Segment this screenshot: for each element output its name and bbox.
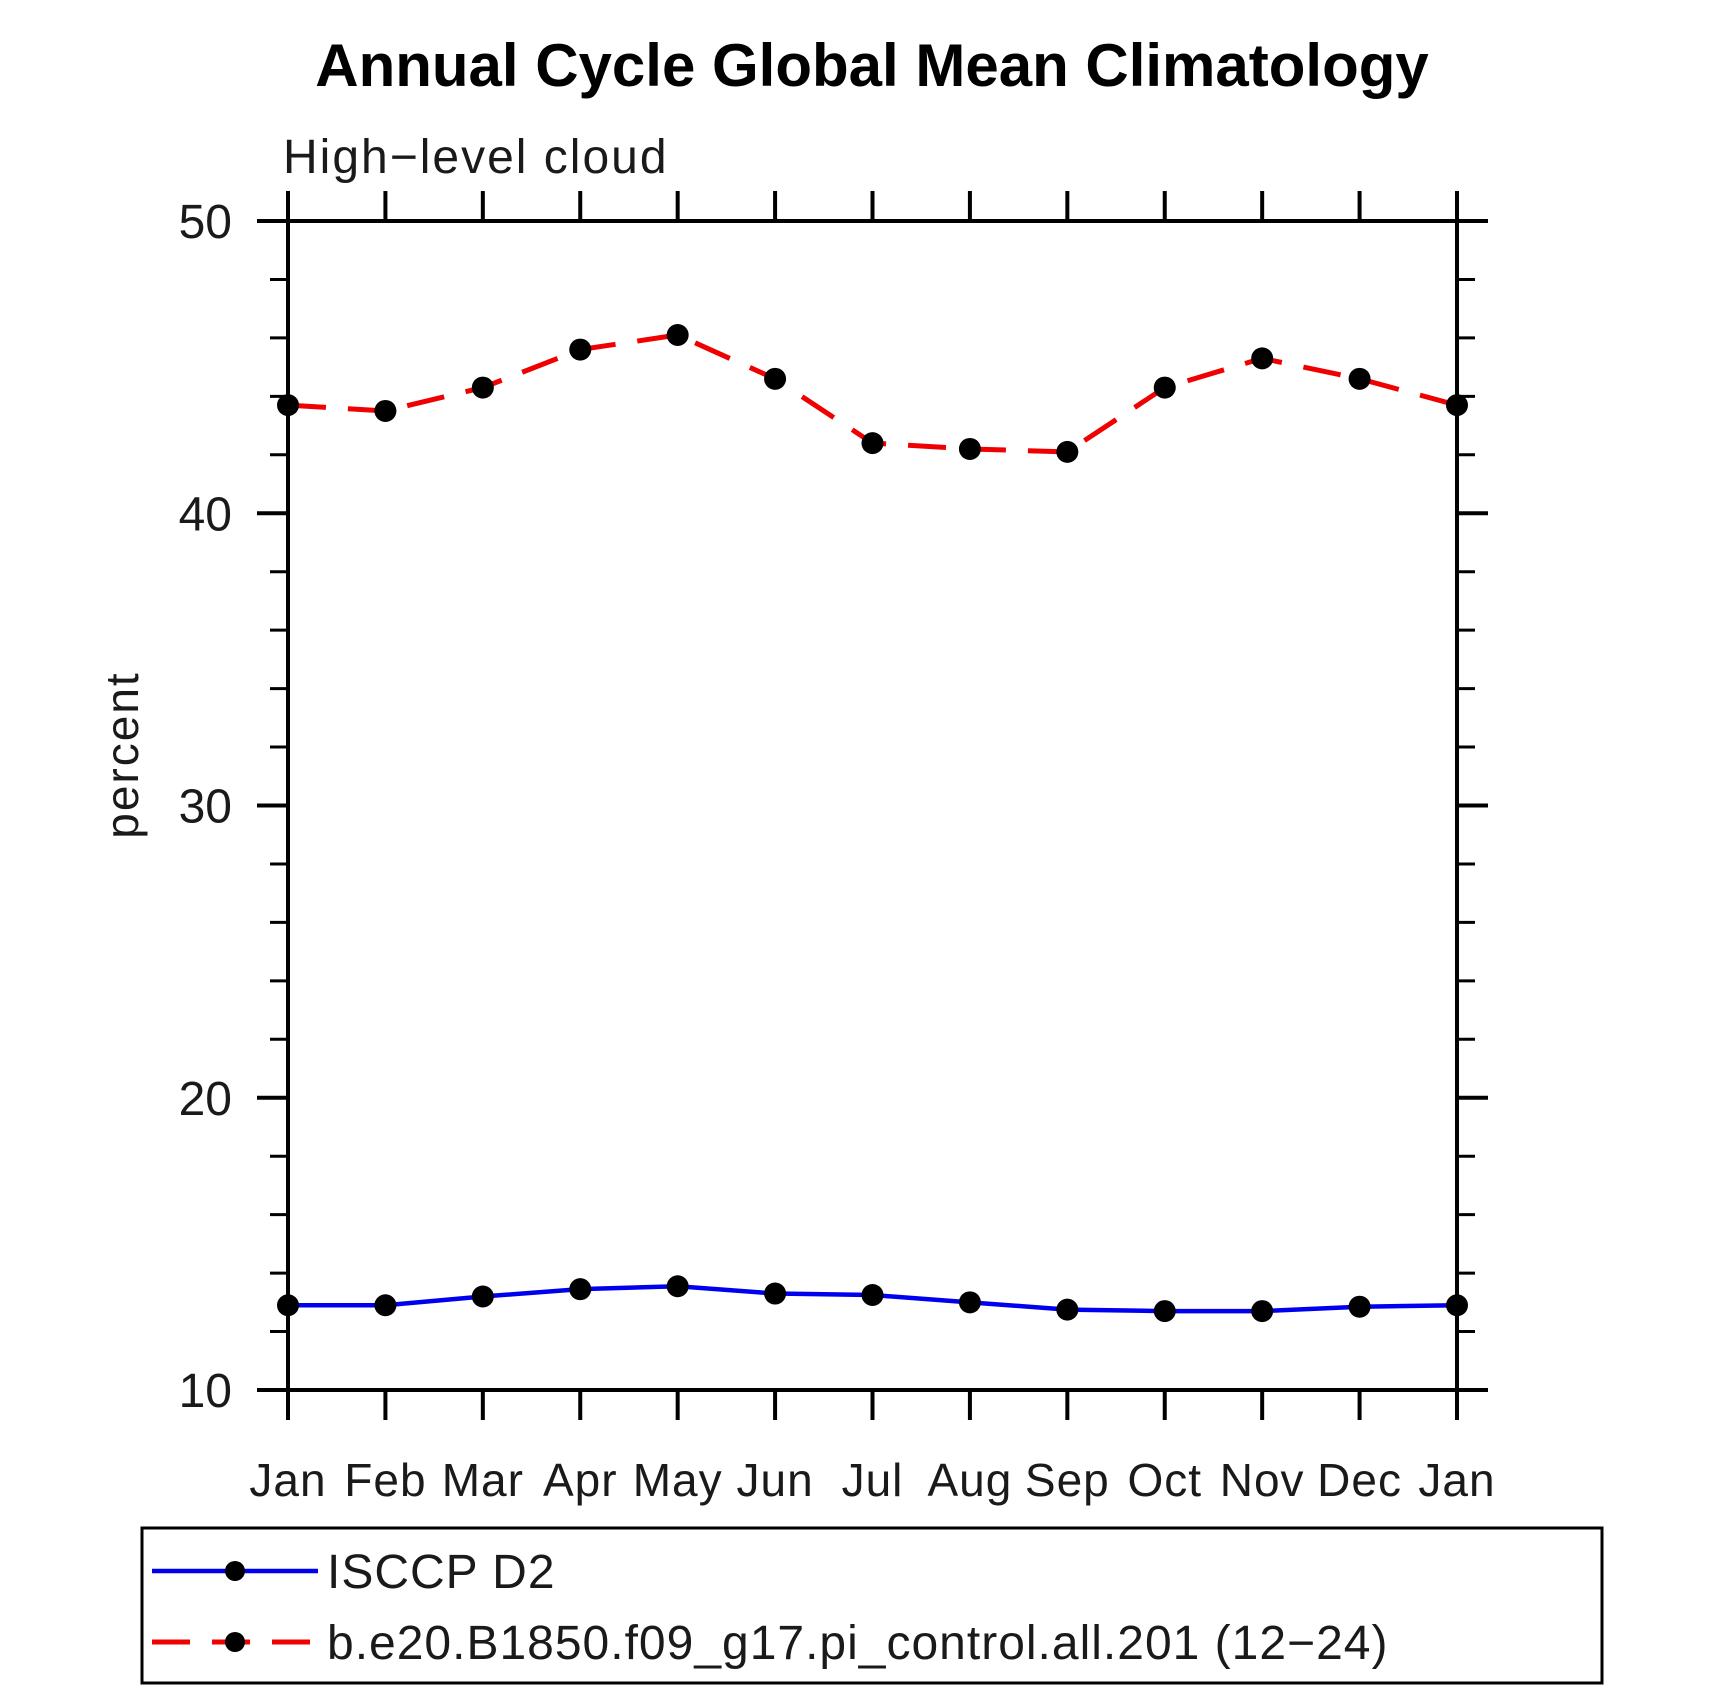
- data-point: [1153, 376, 1176, 399]
- chart-subtitle: High−level cloud: [283, 131, 669, 184]
- data-point: [666, 1275, 689, 1298]
- axes: [257, 191, 1488, 1420]
- data-point: [277, 1294, 299, 1317]
- data-point: [374, 399, 397, 422]
- data-point: [1056, 440, 1079, 463]
- data-point: [764, 1282, 787, 1305]
- legend: ISCCP D2 b.e20.B1850.f09_g17.pi_control.a…: [140, 1526, 1604, 1685]
- data-point: [1446, 1294, 1468, 1317]
- data-point: [471, 376, 494, 399]
- data-point: [569, 338, 592, 361]
- data-point: [1251, 347, 1274, 370]
- legend-box: [140, 1526, 1604, 1685]
- y-tick-label: 30: [179, 781, 232, 834]
- x-tick-label: Mar: [442, 1454, 524, 1506]
- x-tick-label: Aug: [927, 1454, 1012, 1506]
- x-tick-labels: Jan Feb Mar Apr May Jun Jul Aug Sep Oct Nov Dec Jan: [249, 1454, 1495, 1506]
- x-tick-label: Oct: [1127, 1454, 1202, 1506]
- data-point: [1446, 394, 1468, 417]
- x-tick-label: Jan: [249, 1454, 326, 1506]
- data-point: [471, 1285, 494, 1308]
- chart-title: Annual Cycle Global Mean Climatology: [315, 32, 1429, 99]
- legend-label: ISCCP D2: [327, 1546, 556, 1599]
- data-point: [958, 437, 981, 460]
- data-point: [1348, 1295, 1371, 1318]
- data-series: [277, 323, 1468, 1323]
- y-tick-labels: 10 20 30 40 50: [179, 196, 232, 1418]
- data-point: [277, 394, 299, 417]
- data-point: [1348, 367, 1371, 390]
- x-tick-label: Sep: [1025, 1454, 1110, 1506]
- data-point: [958, 1291, 981, 1314]
- y-tick-label: 40: [179, 488, 232, 541]
- x-tick-label: Jun: [736, 1454, 813, 1506]
- data-point: [1153, 1300, 1176, 1323]
- x-tick-label: Jan: [1418, 1454, 1495, 1506]
- legend-sample-marker: [225, 1561, 245, 1581]
- data-point: [861, 432, 884, 455]
- legend-label: b.e20.B1850.f09_g17.pi_control.all.201 (…: [327, 1617, 1388, 1670]
- x-tick-label: Dec: [1317, 1454, 1402, 1506]
- data-point: [1056, 1298, 1079, 1321]
- data-point: [374, 1294, 397, 1317]
- y-tick-label: 50: [179, 196, 232, 249]
- y-tick-label: 10: [179, 1365, 232, 1418]
- data-point: [569, 1278, 592, 1301]
- y-tick-label: 20: [179, 1073, 232, 1126]
- y-axis-label: percent: [96, 671, 148, 838]
- data-point: [861, 1284, 884, 1307]
- x-tick-label: Nov: [1220, 1454, 1305, 1506]
- data-point: [1251, 1300, 1274, 1323]
- legend-sample-marker: [225, 1632, 245, 1652]
- data-point: [666, 323, 689, 346]
- x-tick-label: Jul: [842, 1454, 904, 1506]
- data-point: [764, 367, 787, 390]
- x-tick-label: May: [633, 1454, 723, 1506]
- x-tick-label: Feb: [344, 1454, 426, 1506]
- x-tick-label: Apr: [543, 1454, 618, 1506]
